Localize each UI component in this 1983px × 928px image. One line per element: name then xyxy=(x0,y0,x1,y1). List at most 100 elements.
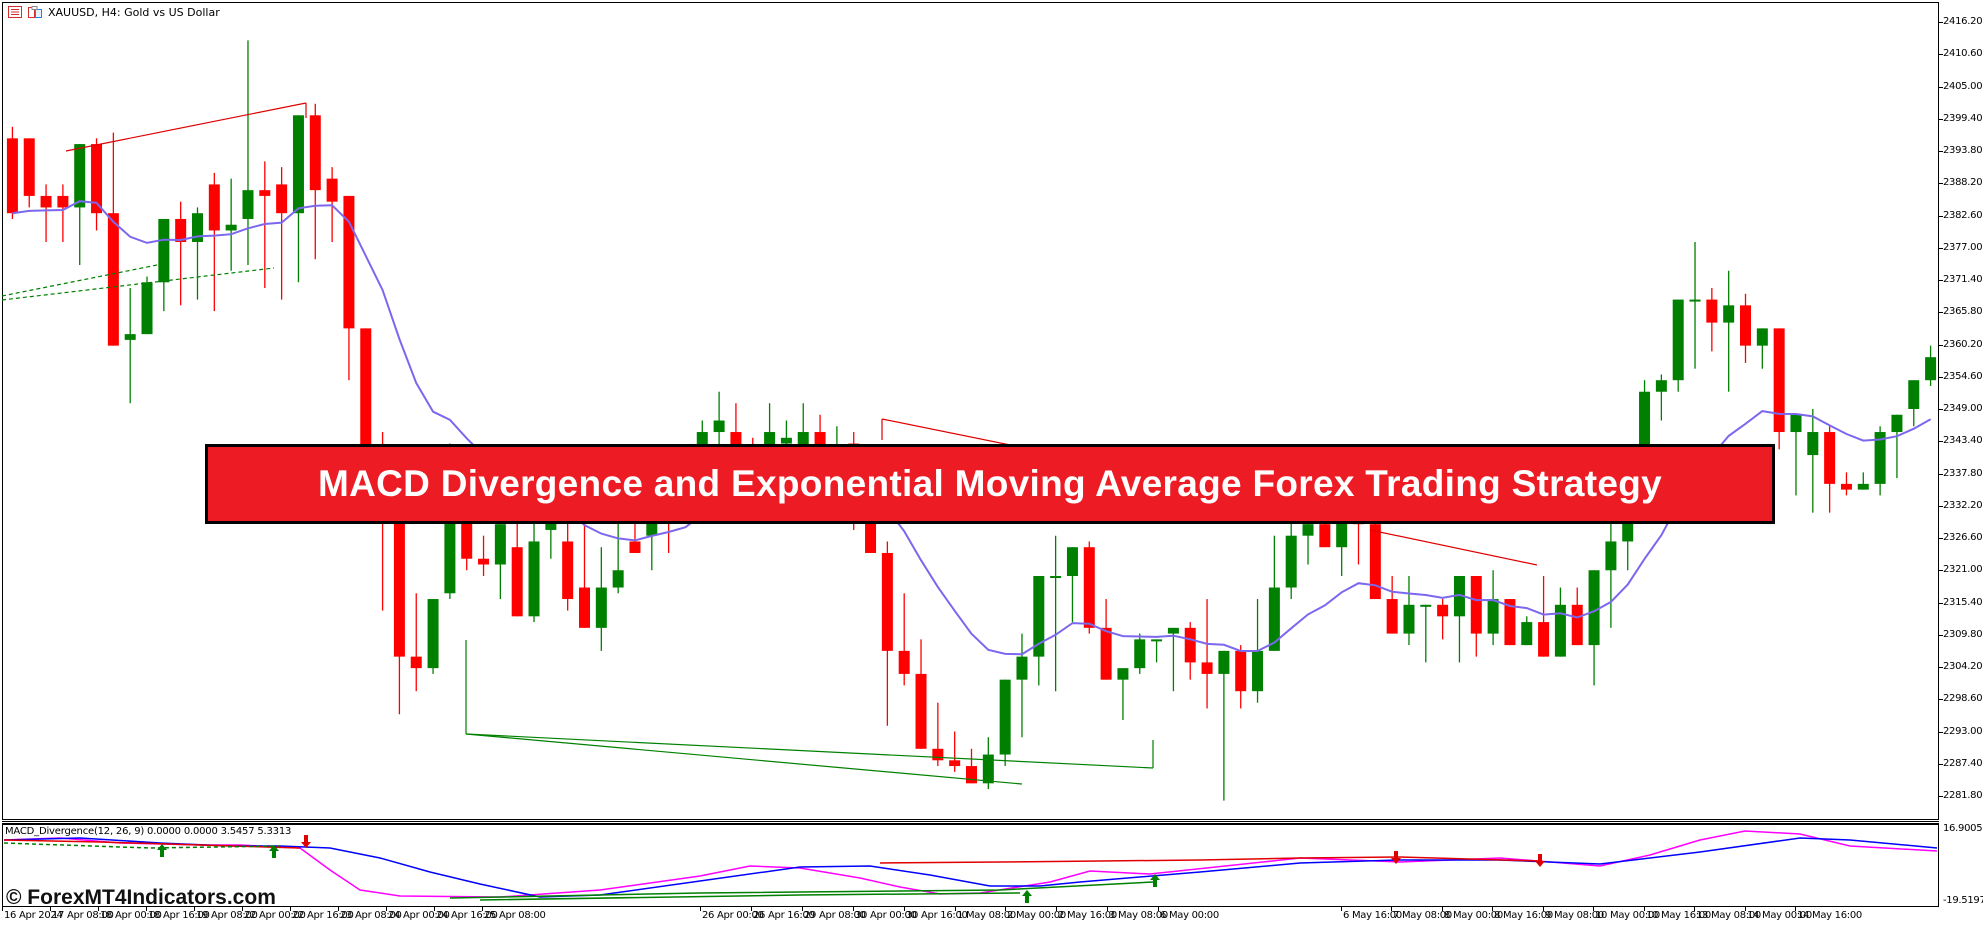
candle xyxy=(1453,576,1465,663)
candle xyxy=(1403,576,1415,646)
candle xyxy=(562,512,574,611)
candle xyxy=(1134,633,1146,674)
candle xyxy=(881,541,893,726)
price-tick xyxy=(1939,699,1943,700)
price-tick xyxy=(1939,119,1943,120)
candle xyxy=(1571,587,1583,646)
candle xyxy=(1588,570,1600,686)
candle xyxy=(1167,627,1179,692)
time-label: 22 Apr 00:00 xyxy=(244,910,306,921)
time-tick xyxy=(853,907,854,911)
candle xyxy=(1723,270,1735,392)
macd-indicator-label: MACD_Divergence(12, 26, 9) 0.0000 0.0000… xyxy=(5,826,292,837)
time-label: 10 May 00:00 xyxy=(1595,910,1660,921)
price-tick xyxy=(1939,151,1943,152)
candle xyxy=(1268,535,1280,651)
time-label: 1 May 08:00 xyxy=(957,910,1016,921)
time-tick xyxy=(338,907,339,911)
candle xyxy=(393,495,405,715)
time-tick xyxy=(1391,907,1392,911)
time-tick xyxy=(1745,907,1746,911)
candle xyxy=(1857,472,1869,490)
time-label: 22 Apr 16:00 xyxy=(292,910,354,921)
price-tick xyxy=(1939,764,1943,765)
price-label: 2349.00 xyxy=(1943,403,1983,414)
time-label: 13 May 08:00 xyxy=(1696,910,1761,921)
symbol-title: XAUUSD, H4: Gold vs US Dollar xyxy=(48,5,220,19)
price-label: 2388.20 xyxy=(1943,177,1983,188)
time-tick xyxy=(290,907,291,911)
macd-scale-bottom: -19.5197 xyxy=(1943,895,1983,906)
candle xyxy=(1840,472,1852,496)
chart-window-icon[interactable] xyxy=(28,6,42,18)
candle xyxy=(1201,599,1213,709)
price-tick xyxy=(1939,732,1943,733)
candle xyxy=(1824,426,1836,513)
list-icon[interactable] xyxy=(8,6,22,18)
watermark: © ForexMT4Indicators.com xyxy=(6,886,276,909)
time-tick xyxy=(1593,907,1594,911)
candle xyxy=(208,172,220,312)
price-tick xyxy=(1939,474,1943,475)
macd-divergence-line xyxy=(3,842,281,849)
price-tick xyxy=(1939,506,1943,507)
macd-signal-line xyxy=(3,830,1938,898)
time-tick xyxy=(1107,907,1108,911)
macd-indicator-panel[interactable] xyxy=(2,823,1939,907)
candle xyxy=(1050,535,1062,692)
candle xyxy=(1672,299,1684,392)
candle xyxy=(410,593,422,692)
price-label: 2405.00 xyxy=(1943,81,1983,92)
candle xyxy=(1706,288,1718,352)
time-label: 30 Apr 00:00 xyxy=(855,910,917,921)
price-label: 2354.60 xyxy=(1943,371,1983,382)
time-tick xyxy=(98,907,99,911)
price-label: 2287.40 xyxy=(1943,758,1983,769)
candle xyxy=(427,599,439,674)
time-tick xyxy=(1442,907,1443,911)
candle xyxy=(511,506,523,617)
candle xyxy=(1655,374,1667,421)
price-tick xyxy=(1939,603,1943,604)
candle xyxy=(949,731,961,772)
candle xyxy=(932,702,944,767)
candle xyxy=(6,126,18,219)
time-tick xyxy=(1543,907,1544,911)
buy-arrow-icon xyxy=(1150,874,1160,887)
price-tick xyxy=(1939,54,1943,55)
time-label: 26 Apr 00:00 xyxy=(702,910,764,921)
price-label: 2332.20 xyxy=(1943,500,1983,511)
time-tick xyxy=(1694,907,1695,911)
price-label: 2399.40 xyxy=(1943,113,1983,124)
time-label: 2 May 00:00 xyxy=(1007,910,1066,921)
candle xyxy=(1756,328,1768,369)
bullish-divergence-line xyxy=(465,733,1023,785)
price-tick xyxy=(1939,183,1943,184)
candle xyxy=(1218,650,1230,801)
candle xyxy=(1773,328,1785,450)
bearish-divergence-line xyxy=(881,418,1021,448)
buy-arrow-icon xyxy=(157,844,167,857)
time-tick xyxy=(1492,907,1493,911)
price-label: 2309.80 xyxy=(1943,629,1983,640)
sell-arrow-icon xyxy=(301,835,311,848)
panel-separator[interactable] xyxy=(2,819,1939,822)
candle xyxy=(1689,241,1701,369)
candle xyxy=(309,103,321,260)
candle xyxy=(91,138,103,231)
price-tick xyxy=(1939,87,1943,88)
candle xyxy=(1386,576,1398,634)
price-tick xyxy=(1939,441,1943,442)
time-tick xyxy=(2,907,3,911)
time-label: 19 Apr 08:00 xyxy=(196,910,258,921)
price-label: 2326.60 xyxy=(1943,532,1983,543)
candle xyxy=(1538,576,1550,657)
time-tick xyxy=(1056,907,1057,911)
price-tick xyxy=(1939,216,1943,217)
candle xyxy=(192,207,203,300)
price-label: 2360.20 xyxy=(1943,339,1983,350)
candle xyxy=(141,276,153,335)
ema-line xyxy=(12,200,1932,656)
candle xyxy=(242,40,254,266)
candle xyxy=(1908,380,1920,427)
